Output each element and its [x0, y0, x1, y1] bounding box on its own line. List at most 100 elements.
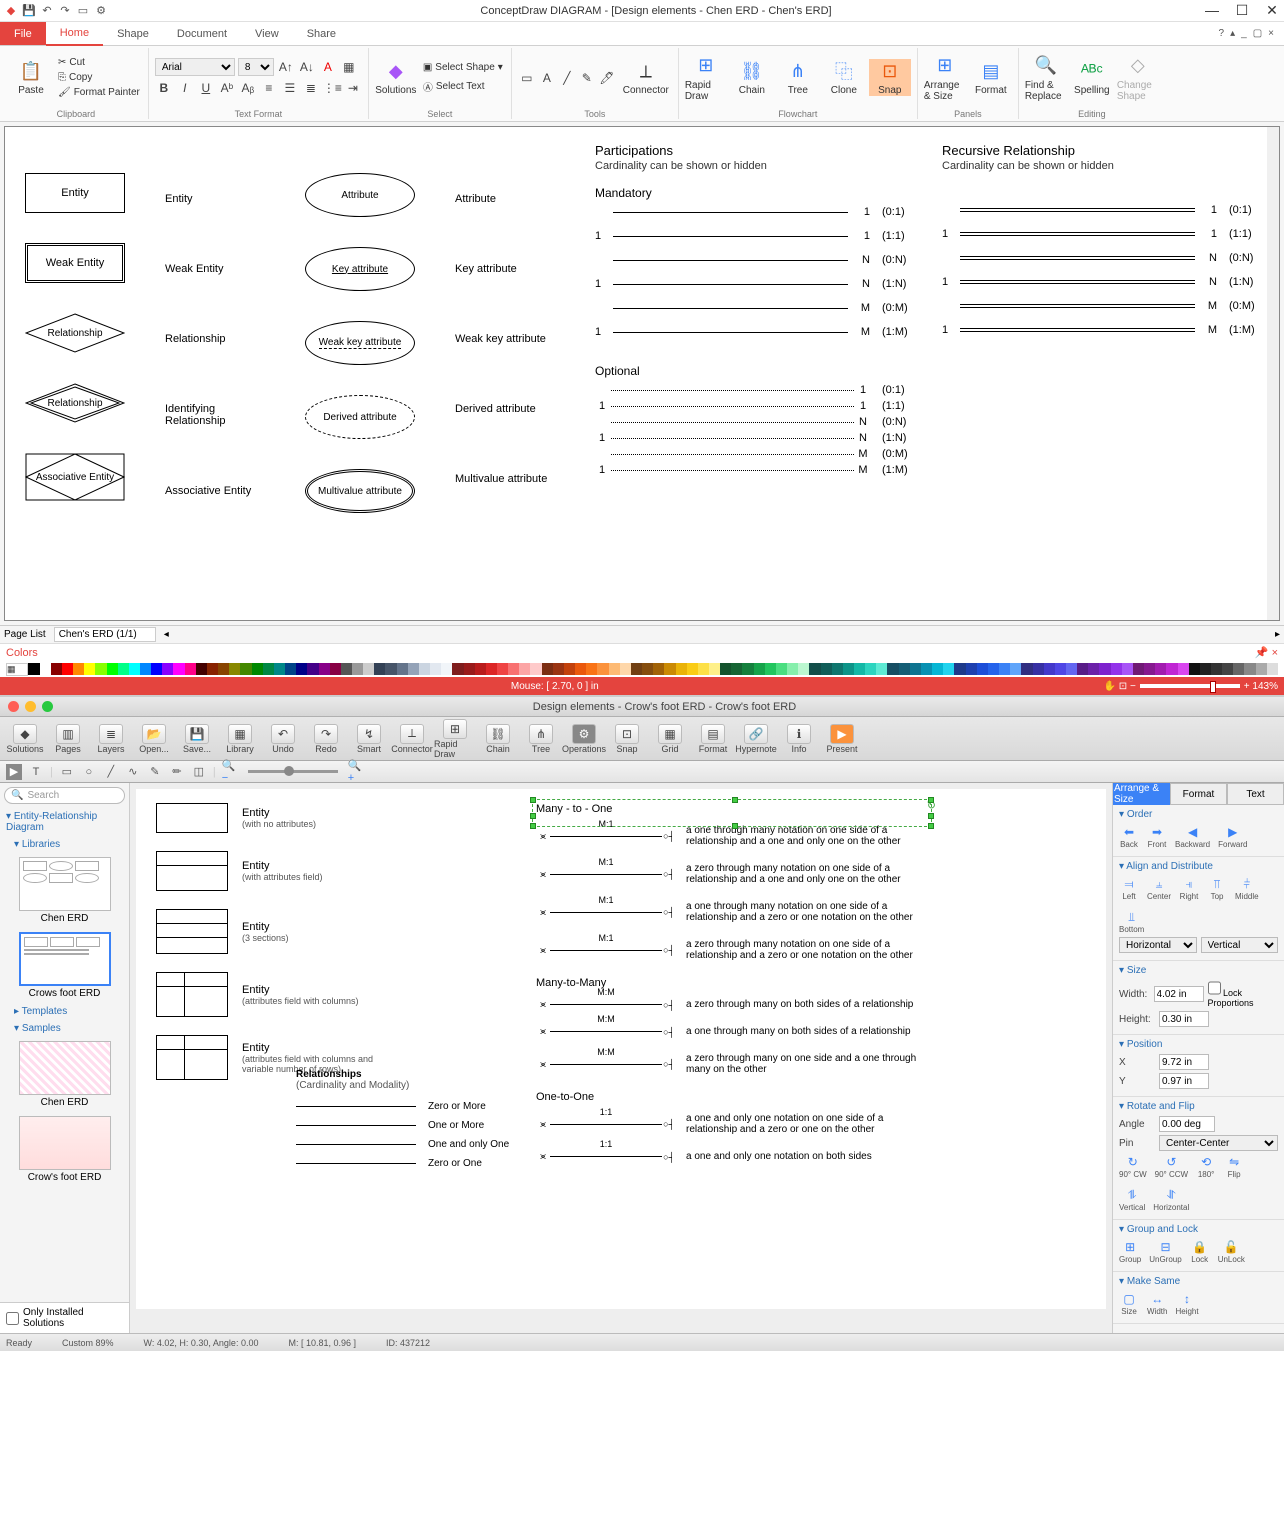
only-installed-check[interactable]: Only Installed Solutions — [0, 1302, 129, 1333]
eraser-tool-icon[interactable]: ◫ — [191, 764, 207, 780]
width-input[interactable] — [1154, 986, 1204, 1002]
color-swatch[interactable] — [1055, 663, 1066, 675]
color-swatch[interactable] — [330, 663, 341, 675]
toolbar-tree[interactable]: ⋔Tree — [520, 724, 562, 754]
color-swatch[interactable] — [1033, 663, 1044, 675]
color-swatch[interactable] — [642, 663, 653, 675]
line-tool2-icon[interactable]: ╱ — [103, 764, 119, 780]
color-swatch[interactable] — [542, 663, 553, 675]
toolbar-snap[interactable]: ⊡Snap — [606, 724, 648, 754]
align-left-icon[interactable]: ≡ — [260, 79, 278, 97]
color-swatch[interactable] — [1267, 663, 1278, 675]
rect-tool2-icon[interactable]: ▭ — [59, 764, 75, 780]
tree-samples[interactable]: ▾ Samples — [0, 1020, 129, 1037]
file-tab[interactable]: File — [0, 22, 46, 45]
brush-tool-icon[interactable]: 🖊 — [598, 69, 616, 87]
optional-line[interactable]: 11(1:1) — [595, 400, 912, 412]
color-swatch[interactable] — [519, 663, 530, 675]
prop-size[interactable]: ▢Size — [1119, 1291, 1139, 1316]
entity-shape[interactable] — [156, 803, 228, 833]
fit-icon[interactable]: ⊡ — [1119, 681, 1127, 692]
color-swatch[interactable] — [1077, 663, 1088, 675]
pencil-tool-icon[interactable]: ✏ — [169, 764, 185, 780]
x-input[interactable] — [1159, 1054, 1209, 1070]
color-swatch[interactable] — [865, 663, 876, 675]
color-swatch[interactable] — [1200, 663, 1211, 675]
optional-line[interactable]: 1N(1:N) — [595, 432, 912, 444]
prop-90-cw[interactable]: ↻90° CW — [1119, 1154, 1147, 1179]
chain-button[interactable]: ⛓Chain — [731, 59, 773, 96]
tab-format[interactable]: Format — [1170, 783, 1227, 805]
relation-row[interactable]: ⪤M:1○┤ a one through many notation on on… — [536, 825, 936, 847]
associative-entity-shape[interactable]: Associative Entity — [25, 453, 125, 501]
copy-button[interactable]: ⎘Copy — [56, 71, 142, 84]
new-icon[interactable]: ▭ — [76, 4, 90, 18]
color-swatch[interactable] — [385, 663, 396, 675]
optional-line[interactable]: N(0:N) — [595, 416, 912, 428]
cardinality-line[interactable]: 1M(1:M) — [595, 326, 912, 338]
color-swatch[interactable] — [419, 663, 430, 675]
rect-tool-icon[interactable]: ▭ — [518, 69, 536, 87]
align-right-icon[interactable]: ≣ — [302, 79, 320, 97]
color-swatch[interactable] — [252, 663, 263, 675]
paste-button[interactable]: 📋Paste — [10, 59, 52, 96]
color-swatch[interactable] — [887, 663, 898, 675]
tab-share[interactable]: Share — [293, 23, 350, 45]
cardinality-line[interactable]: 1N(1:N) — [595, 278, 912, 290]
simple-relation[interactable]: One and only One — [296, 1139, 526, 1150]
color-swatch[interactable] — [653, 663, 664, 675]
multivalue-attr-shape[interactable]: Multivalue attribute — [305, 469, 415, 513]
ribbon-collapse-icon[interactable]: ▴ — [1230, 28, 1235, 39]
color-swatch[interactable] — [597, 663, 608, 675]
pen-tool2-icon[interactable]: ✎ — [147, 764, 163, 780]
zoom-out-icon[interactable]: 🔍− — [222, 764, 238, 780]
color-swatch[interactable] — [452, 663, 463, 675]
find-button[interactable]: 🔍Find & Replace — [1025, 54, 1067, 102]
hand-icon[interactable]: ✋ — [1104, 681, 1116, 692]
height-input[interactable] — [1159, 1011, 1209, 1027]
color-swatch[interactable] — [798, 663, 809, 675]
entity-shape[interactable] — [156, 851, 228, 891]
color-swatch[interactable] — [475, 663, 486, 675]
color-swatch[interactable] — [1166, 663, 1177, 675]
color-swatch[interactable] — [698, 663, 709, 675]
align-center-icon[interactable]: ☰ — [281, 79, 299, 97]
color-swatch[interactable] — [1189, 663, 1200, 675]
toolbar-hypernote[interactable]: 🔗Hypernote — [735, 724, 777, 754]
color-swatch[interactable] — [274, 663, 285, 675]
relation-row[interactable]: ⪤1:1○┤ a one and only one notation on bo… — [536, 1151, 936, 1162]
weak-entity-shape[interactable]: Weak Entity — [25, 243, 125, 283]
thumb-crow[interactable]: Crows foot ERD — [19, 932, 111, 999]
ellipse-tool2-icon[interactable]: ○ — [81, 764, 97, 780]
ribbon-close-icon[interactable]: × — [1268, 28, 1274, 39]
prop-horizontal[interactable]: ⥯Horizontal — [1153, 1187, 1189, 1212]
cut-button[interactable]: ✂Cut — [56, 56, 142, 69]
optional-line[interactable]: 1(0:1) — [595, 384, 912, 396]
color-swatch[interactable] — [1099, 663, 1110, 675]
optional-line[interactable]: M(0:M) — [595, 448, 912, 460]
rapid-draw-button[interactable]: ⊞Rapid Draw — [685, 54, 727, 102]
mac-canvas[interactable]: Entity(with no attributes) Entity(with a… — [130, 783, 1112, 1333]
page-next-icon[interactable]: ▸ — [1275, 629, 1280, 640]
color-swatch[interactable] — [988, 663, 999, 675]
toolbar-solutions[interactable]: ◆Solutions — [4, 724, 46, 754]
color-swatch[interactable] — [307, 663, 318, 675]
prop-front[interactable]: ➡Front — [1147, 824, 1167, 849]
weak-key-attr-shape[interactable]: Weak key attribute — [305, 321, 415, 365]
color-swatch[interactable] — [1211, 663, 1222, 675]
color-swatch[interactable] — [954, 663, 965, 675]
color-swatch[interactable] — [1222, 663, 1233, 675]
relationship-shape[interactable]: Relationship — [25, 313, 125, 353]
color-swatch[interactable] — [943, 663, 954, 675]
toolbar-open-[interactable]: 📂Open... — [133, 724, 175, 754]
color-swatch[interactable] — [575, 663, 586, 675]
color-swatch[interactable] — [118, 663, 129, 675]
color-swatch[interactable] — [397, 663, 408, 675]
color-swatch[interactable] — [363, 663, 374, 675]
color-swatch[interactable] — [1155, 663, 1166, 675]
color-swatch[interactable] — [1144, 663, 1155, 675]
entity-shape[interactable]: Entity — [25, 173, 125, 213]
ribbon-max-icon[interactable]: ▢ — [1253, 28, 1262, 39]
color-swatch[interactable] — [95, 663, 106, 675]
entity-shape[interactable] — [156, 972, 228, 1017]
